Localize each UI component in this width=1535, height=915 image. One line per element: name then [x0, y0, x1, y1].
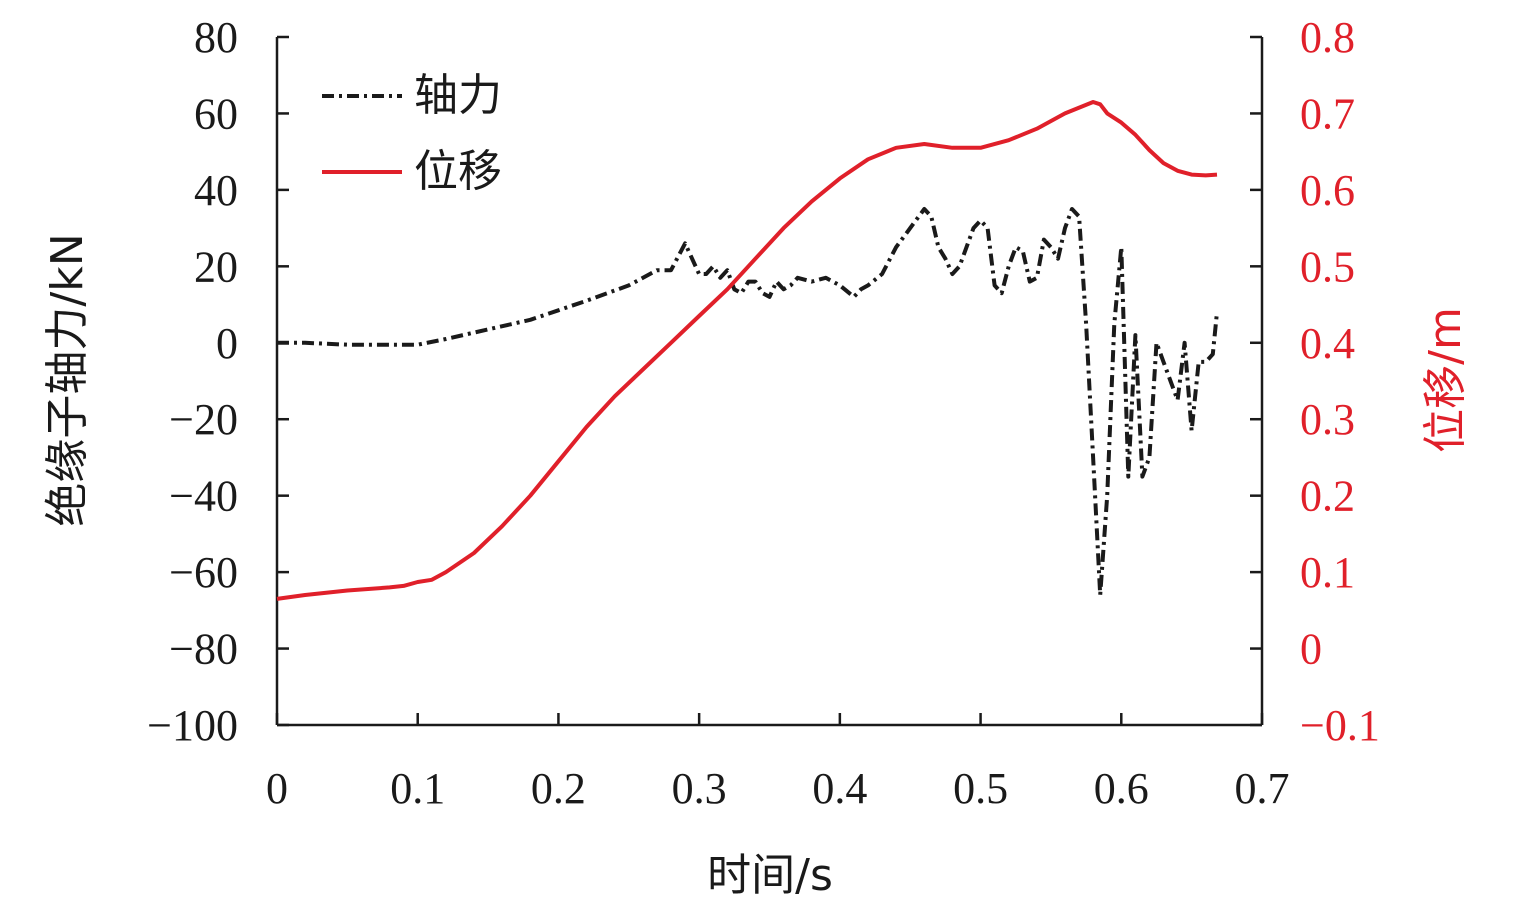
- y-left-tick-label: −100: [147, 701, 238, 750]
- y-right-tick-label: 0.6: [1300, 166, 1355, 215]
- x-tick-label: 0: [266, 764, 288, 813]
- x-tick-label: 0.2: [531, 764, 586, 813]
- series-layer: [276, 100, 1219, 601]
- y-axis-left-title: 绝缘子轴力/kN: [42, 233, 93, 526]
- y-right-tick-label: 0.8: [1300, 13, 1355, 62]
- y-right-tick-label: 0.1: [1300, 548, 1355, 597]
- y-left-tick-label: 0: [216, 319, 238, 368]
- x-axis: 0 0.1 0.2 0.3 0.4 0.5 0.6 0.7: [266, 713, 1290, 813]
- y-right-tick-label: 0.7: [1300, 89, 1355, 138]
- legend: 轴力 位移: [322, 70, 502, 197]
- y-left-tick-label: −80: [169, 625, 238, 674]
- y-right-tick-label: −0.1: [1300, 701, 1380, 750]
- y-axis-right-title: 位移/m: [1420, 307, 1471, 453]
- y-axis-right: −0.1 0 0.1 0.2 0.3 0.4 0.5 0.6 0.7 0.8: [1250, 13, 1380, 750]
- y-left-tick-label: 20: [194, 242, 238, 291]
- y-right-tick-label: 0.4: [1300, 319, 1355, 368]
- y-left-tick-label: 80: [194, 13, 238, 62]
- y-right-tick-label: 0.5: [1300, 242, 1355, 291]
- displacement-line: [276, 100, 1218, 601]
- y-left-tick-label: −20: [169, 395, 238, 444]
- series-displacement: [276, 100, 1218, 601]
- x-tick-label: 0.5: [953, 764, 1008, 813]
- x-tick-label: 0.3: [672, 764, 727, 813]
- y-axis-left: −100 −80 −60 −40 −20 0 20 40 60 80: [147, 13, 289, 750]
- x-tick-label: 0.6: [1094, 764, 1149, 813]
- legend-label-axial-force: 轴力: [414, 70, 502, 121]
- axial-force-line: [277, 207, 1219, 597]
- y-left-tick-label: 60: [194, 89, 238, 138]
- x-axis-title: 时间/s: [707, 850, 833, 901]
- y-right-tick-label: 0: [1300, 625, 1322, 674]
- x-tick-label: 0.4: [812, 764, 867, 813]
- y-left-tick-label: −40: [169, 472, 238, 521]
- plot-frame: [275, 37, 1264, 727]
- x-tick-label: 0.1: [390, 764, 445, 813]
- legend-label-displacement: 位移: [414, 146, 502, 197]
- y-left-tick-label: 40: [194, 166, 238, 215]
- y-right-tick-label: 0.2: [1300, 472, 1355, 521]
- x-tick-label: 0.7: [1235, 764, 1290, 813]
- y-left-tick-label: −60: [169, 548, 238, 597]
- y-right-tick-label: 0.3: [1300, 395, 1355, 444]
- series-axial-force: [277, 207, 1219, 597]
